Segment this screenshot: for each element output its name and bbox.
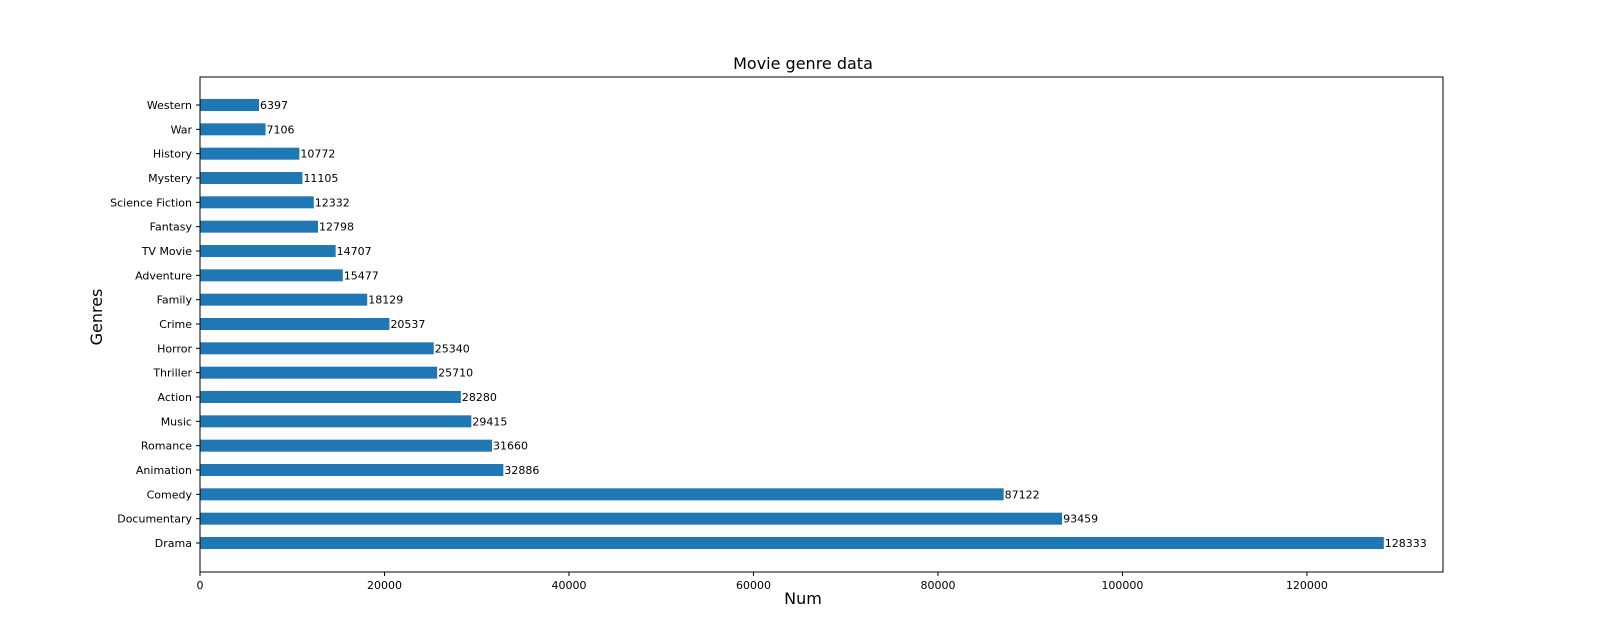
- data-label-music: 29415: [472, 415, 507, 428]
- bar-fantasy: [200, 220, 319, 233]
- y-tick-label-horror: Horror: [157, 342, 192, 355]
- plot-frame: [199, 76, 1444, 573]
- y-tick-label-adventure: Adventure: [135, 269, 192, 282]
- data-label-crime: 20537: [390, 318, 425, 331]
- y-tick-label-action: Action: [158, 391, 192, 404]
- y-tick-label-crime: Crime: [159, 318, 192, 331]
- data-label-mystery: 11105: [303, 172, 338, 185]
- data-label-family: 18129: [368, 294, 403, 307]
- bar-music: [200, 415, 472, 428]
- x-tick-label-80000: 80000: [920, 579, 955, 592]
- y-tick-label-thriller: Thriller: [152, 367, 192, 380]
- y-tick-label-music: Music: [161, 415, 192, 428]
- y-tick-label-war: War: [171, 123, 193, 136]
- y-tick-label-comedy: Comedy: [147, 488, 193, 501]
- x-tick-label-40000: 40000: [551, 579, 586, 592]
- data-label-horror: 25340: [435, 342, 470, 355]
- y-tick-label-family: Family: [157, 294, 193, 307]
- bars-group: [200, 99, 1384, 549]
- y-tick-label-mystery: Mystery: [148, 172, 192, 185]
- bar-adventure: [200, 269, 343, 282]
- data-labels: 128333 93459 87122 32886 31660 29415 28280 2571…: [260, 99, 1427, 550]
- data-label-tv-movie: 14707: [337, 245, 372, 258]
- x-tick-label-120000: 120000: [1286, 579, 1328, 592]
- data-label-documentary: 93459: [1063, 513, 1098, 526]
- bar-family: [200, 293, 368, 306]
- y-tick-label-animation: Animation: [136, 464, 192, 477]
- y-tick-label-tv-movie: TV Movie: [141, 245, 193, 258]
- x-ticks: 0 20000 40000 60000 80000 100000 120000: [197, 572, 1328, 592]
- bar-documentary: [200, 512, 1063, 525]
- bar-action: [200, 391, 461, 403]
- y-tick-label-science-fiction: Science Fiction: [110, 196, 192, 209]
- data-label-fantasy: 12798: [319, 221, 354, 234]
- bar-tv-movie: [200, 245, 336, 257]
- x-tick-label-60000: 60000: [736, 579, 771, 592]
- data-label-thriller: 25710: [438, 367, 473, 380]
- y-tick-label-fantasy: Fantasy: [150, 221, 193, 234]
- bar-history: [200, 147, 300, 160]
- data-label-action: 28280: [462, 391, 497, 404]
- y-tick-label-history: History: [153, 148, 193, 161]
- x-tick-label-0: 0: [197, 579, 204, 592]
- bar-horror: [200, 342, 434, 355]
- bar-drama: [200, 537, 1384, 549]
- bar-comedy: [200, 488, 1004, 501]
- bar-war: [200, 123, 266, 136]
- bar-animation: [200, 464, 504, 476]
- bar-thriller: [200, 366, 438, 379]
- y-axis-label: Genres: [87, 289, 106, 346]
- bar-romance: [200, 439, 493, 452]
- data-label-history: 10772: [300, 148, 335, 161]
- data-label-drama: 128333: [1385, 537, 1427, 550]
- y-tick-label-western: Western: [147, 99, 192, 112]
- bar-science-fiction: [200, 196, 314, 209]
- data-label-adventure: 15477: [344, 269, 379, 282]
- y-tick-label-romance: Romance: [141, 440, 192, 453]
- data-label-animation: 32886: [504, 464, 539, 477]
- x-tick-label-100000: 100000: [1101, 579, 1143, 592]
- y-tick-labels: Drama Documentary Comedy Animation Romance Mu…: [110, 99, 200, 550]
- data-label-romance: 31660: [493, 440, 528, 453]
- y-tick-label-drama: Drama: [155, 537, 192, 550]
- data-label-science-fiction: 12332: [315, 196, 350, 209]
- bar-western: [200, 99, 260, 111]
- chart-title: Movie genre data: [733, 54, 873, 73]
- data-label-comedy: 87122: [1005, 488, 1040, 501]
- data-label-western: 6397: [260, 99, 288, 112]
- x-axis-label: Num: [784, 589, 822, 608]
- x-tick-label-20000: 20000: [367, 579, 402, 592]
- data-label-war: 7106: [267, 123, 295, 136]
- bar-crime: [200, 318, 390, 330]
- bar-mystery: [200, 172, 303, 184]
- y-tick-label-documentary: Documentary: [117, 513, 192, 526]
